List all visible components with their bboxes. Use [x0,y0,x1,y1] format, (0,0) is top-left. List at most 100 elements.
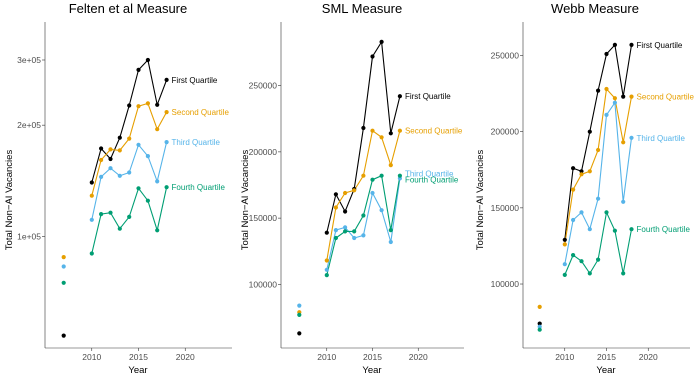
data-point [136,67,141,72]
data-point [108,210,113,215]
data-point [562,237,567,242]
data-point [579,172,584,177]
data-point [324,267,329,272]
y-axis-title: Total Non−AI Vacancies [475,150,486,251]
x-axis-title: Year [362,365,381,374]
data-point [145,101,150,106]
data-point [388,228,393,233]
data-point [136,104,141,109]
data-point [629,135,634,140]
series-label: Third Quartile [405,169,454,178]
y-tick-label: 3e+05 [17,55,41,65]
series-labels: First Quartile Second Quartile Third Quart… [172,76,230,192]
x-tick-label: 2010 [317,352,336,362]
data-point [397,173,402,178]
series-labels: First Quartile Second Quartile Third Quart… [405,92,463,185]
data-point [579,169,584,174]
series-label: First Quartile [405,92,451,101]
axis-ticks: 100000 150000 200000 250000 2010 2015 2020 [249,22,464,362]
data-point [136,142,141,147]
data-point [99,146,104,151]
data-point [155,179,160,184]
sml-panel: SML Measure Total Non−AI Vacancies Year … [240,1,464,374]
data-point [562,262,567,267]
data-point [145,154,150,159]
data-point [343,225,348,230]
series-points [61,57,169,338]
data-point [324,258,329,263]
data-point [361,213,366,218]
data-point [604,112,609,117]
data-point [612,96,618,101]
data-point [324,273,329,278]
y-tick-label: 150000 [491,203,520,213]
series-points [297,39,402,336]
data-point [537,304,542,309]
data-point [164,185,169,190]
data-point [343,209,348,214]
data-point [89,180,94,185]
data-point [333,235,338,241]
x-tick-label: 2015 [363,352,382,362]
data-point [571,166,576,171]
data-point [155,228,160,233]
data-point [127,103,132,108]
data-point [397,94,402,99]
data-point [388,239,393,245]
data-point [343,190,348,196]
data-point [89,251,94,256]
data-point [61,333,66,338]
data-point [370,54,375,59]
data-point [621,199,626,204]
data-point [397,128,402,133]
x-tick-label: 2015 [597,352,616,362]
data-point [370,177,375,182]
x-tick-label: 2015 [129,352,148,362]
y-axis-title: Total Non−AI Vacancies [4,150,15,251]
data-point [343,229,348,234]
data-point [333,192,338,197]
y-axis-title: Total Non−AI Vacancies [240,150,251,251]
data-point [587,129,592,134]
data-point [136,186,141,191]
data-point [117,135,122,140]
x-tick-label: 2020 [176,352,195,362]
series-label: Fourth Quartile [405,176,459,185]
data-point [379,173,384,178]
axis-ticks: 100000 150000 200000 250000 2010 2015 2020 [491,22,690,362]
panel-title: Webb Measure [551,1,639,16]
y-tick-label: 100000 [491,279,520,289]
data-point [604,51,609,57]
series-label: Second Quartile [405,127,463,136]
x-tick-label: 2020 [639,352,658,362]
data-point [127,214,132,219]
data-point [164,110,169,115]
data-point [108,147,113,152]
data-point [596,88,601,93]
data-point [89,193,94,198]
y-tick-label: 100000 [249,279,278,289]
data-point [155,102,160,107]
data-point [621,271,626,276]
data-point [370,190,375,196]
data-point [108,166,113,171]
data-point [612,100,618,105]
y-tick-label: 200000 [491,127,520,137]
data-point [352,235,357,241]
data-point [388,163,393,168]
series-labels: First Quartile Second Quartile Third Quart… [637,41,695,234]
data-point [361,125,366,131]
data-point [579,210,584,215]
panel-title: Felten et al Measure [69,1,188,16]
data-point [587,169,592,174]
data-point [562,272,567,277]
data-point [587,227,592,232]
data-point [117,148,122,153]
x-tick-label: 2020 [409,352,428,362]
series-points [537,42,634,332]
data-point [89,217,94,222]
data-point [587,271,592,276]
data-point [621,140,626,145]
